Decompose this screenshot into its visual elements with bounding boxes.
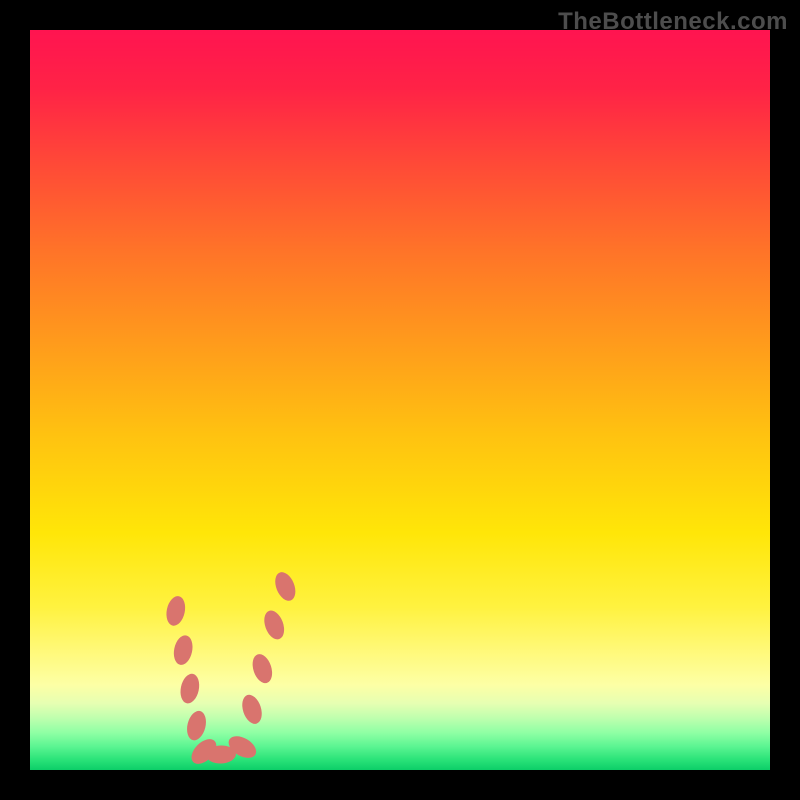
gradient-background — [30, 30, 770, 770]
watermark-label: TheBottleneck.com — [558, 8, 788, 36]
bottleneck-chart — [0, 0, 800, 800]
outer-frame: TheBottleneck.com — [0, 0, 800, 800]
